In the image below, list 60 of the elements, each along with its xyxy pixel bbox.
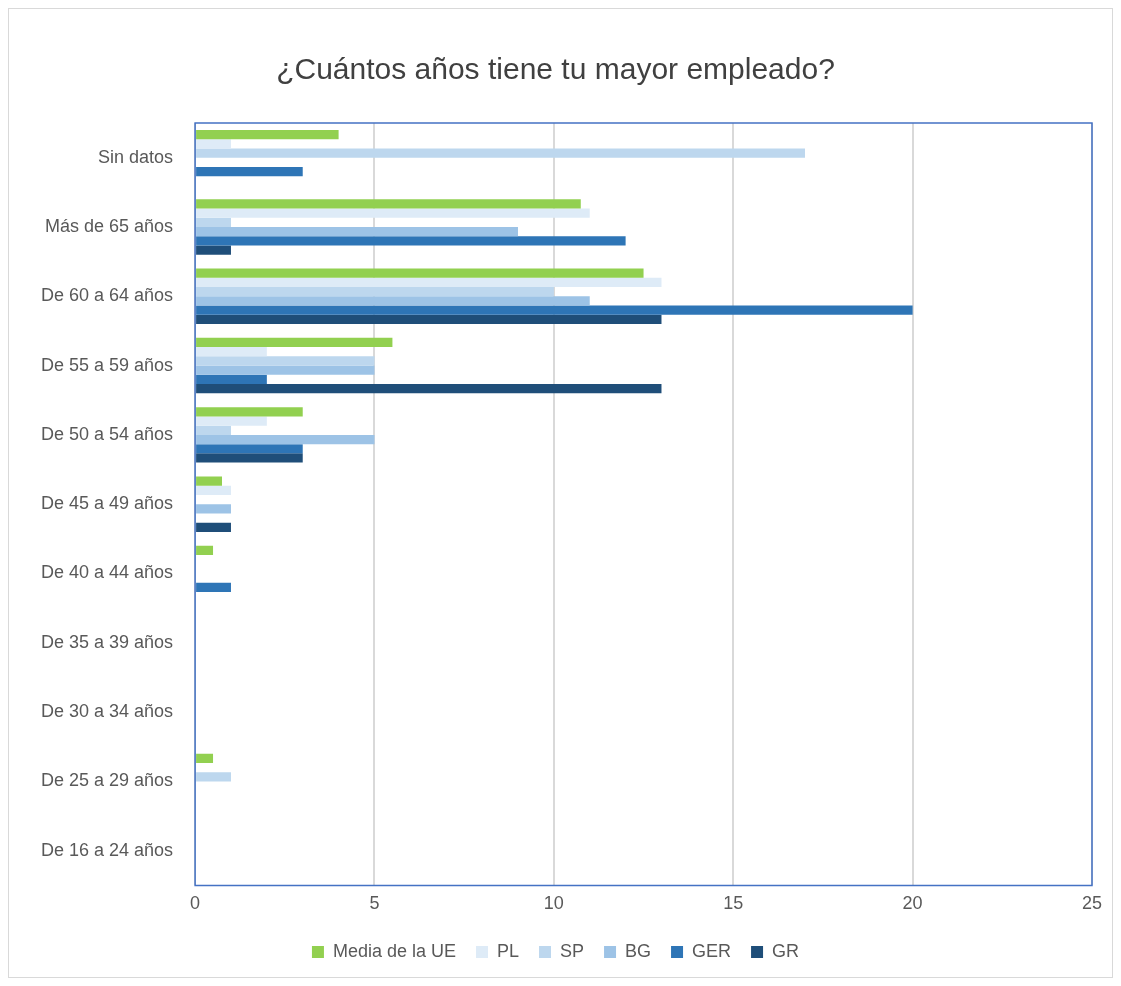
bar: [196, 277, 662, 288]
bar: [196, 453, 303, 463]
bar: [196, 139, 231, 149]
bar: [196, 434, 375, 445]
legend-label: GER: [692, 940, 732, 961]
bar: [196, 148, 805, 158]
bar: [196, 226, 518, 237]
bar: [196, 337, 393, 348]
bar: [196, 245, 231, 255]
bar: [196, 772, 231, 782]
y-tick-label: De 45 a 49 años: [40, 493, 174, 514]
bar: [196, 545, 214, 556]
bar: [196, 504, 231, 514]
bar: [196, 476, 223, 486]
bar: [196, 287, 554, 297]
bar: [196, 365, 375, 375]
bar: [196, 425, 231, 435]
legend-label: SP: [560, 940, 585, 961]
bar: [196, 268, 644, 278]
y-tick-label: De 40 a 44 años: [40, 562, 174, 583]
bar: [196, 217, 231, 227]
y-tick-label: De 35 a 39 años: [40, 631, 174, 652]
bar: [196, 314, 662, 324]
bar: [196, 374, 267, 385]
legend-label: BG: [625, 940, 652, 961]
legend-label: Media de la UE: [332, 940, 457, 961]
bar: [196, 208, 590, 218]
x-tick-label: 0: [190, 893, 201, 914]
chart-title: ¿Cuántos años tiene tu mayor empleado?: [276, 52, 835, 86]
x-tick-label: 10: [543, 893, 564, 914]
bar: [196, 305, 913, 315]
bar: [196, 485, 231, 495]
y-tick-label: De 30 a 34 años: [40, 701, 174, 722]
bar: [196, 384, 662, 394]
y-tick-label: De 60 a 64 años: [40, 285, 174, 306]
bar: [196, 236, 626, 246]
y-tick-label: De 25 a 29 años: [40, 770, 174, 791]
x-tick-label: 5: [369, 893, 380, 914]
legend-label: GR: [772, 940, 800, 961]
y-tick-label: Sin datos: [98, 146, 174, 167]
bar: [196, 166, 303, 177]
y-tick-label: De 50 a 54 años: [40, 423, 174, 444]
bar: [196, 582, 231, 592]
bar: [196, 347, 267, 357]
bar: [196, 407, 303, 417]
x-tick-label: 20: [902, 893, 923, 914]
bar: [196, 522, 231, 532]
bar: [196, 296, 590, 306]
x-tick-label: 15: [723, 893, 744, 914]
bar: [196, 129, 339, 140]
y-tick-label: De 16 a 24 años: [40, 839, 174, 860]
bar: [196, 199, 581, 209]
bar: [196, 753, 214, 763]
y-tick-label: Más de 65 años: [45, 215, 174, 236]
legend-label: PL: [497, 940, 520, 961]
bar: [196, 356, 375, 366]
bar: [196, 416, 267, 426]
bar: [196, 444, 303, 454]
y-tick-label: De 55 a 59 años: [40, 354, 174, 375]
x-tick-label: 25: [1081, 893, 1103, 914]
